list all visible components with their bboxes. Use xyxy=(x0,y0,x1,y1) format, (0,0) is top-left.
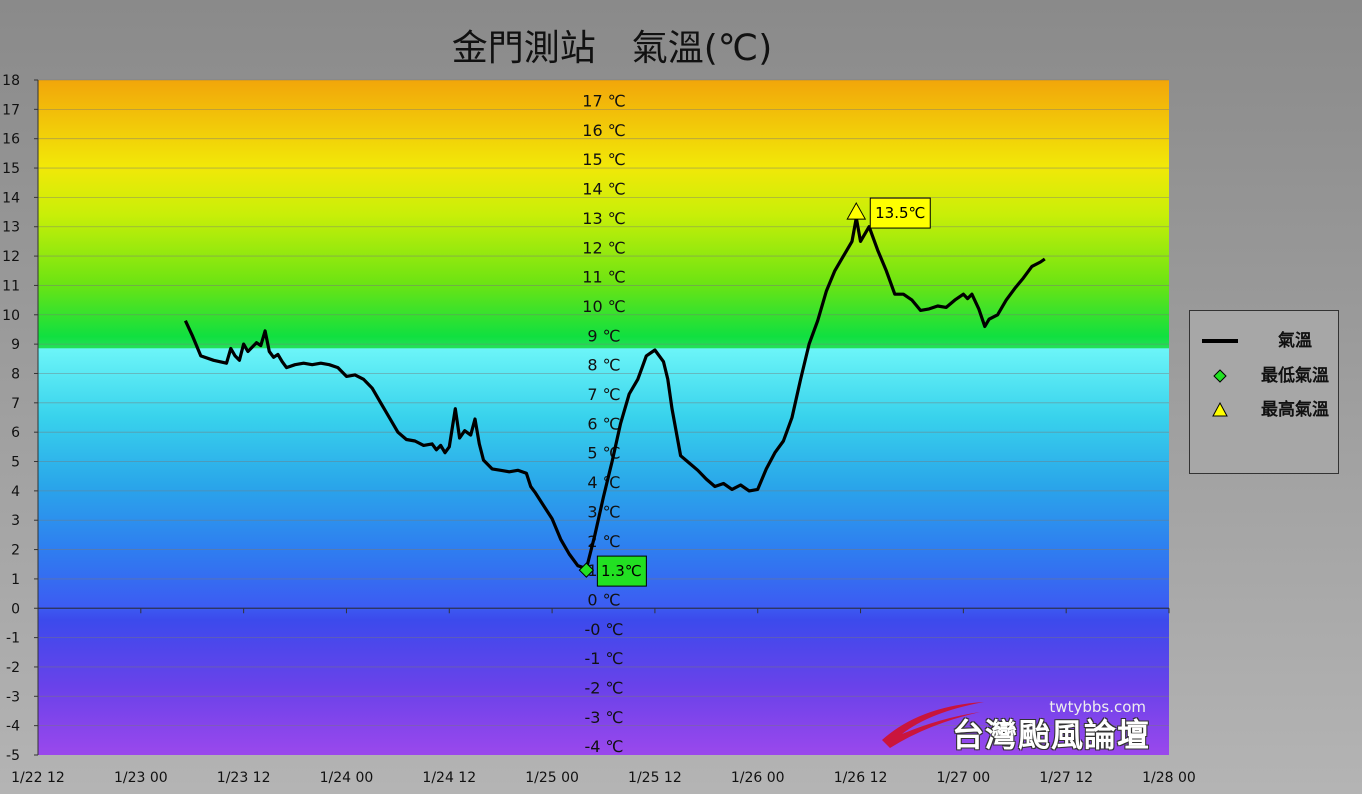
swoosh-logo xyxy=(882,702,984,748)
y-tick-label: 10 xyxy=(2,308,20,324)
y-tick-label: 2 xyxy=(11,543,20,559)
legend-label: 氣溫 xyxy=(1278,331,1312,351)
y-tick-label: 12 xyxy=(2,249,20,265)
y-tick-label: 15 xyxy=(2,161,20,177)
band-label: 11 ℃ xyxy=(582,268,625,287)
y-tick-label: 8 xyxy=(11,366,20,382)
watermark-name: 台灣颱風論壇 xyxy=(951,716,1150,754)
x-tick-label: 1/26 00 xyxy=(731,770,785,786)
band-label: -2 ℃ xyxy=(584,679,623,698)
legend-item-max-temp: 最高氣溫 xyxy=(1190,398,1340,422)
band-label: 6 ℃ xyxy=(587,414,620,433)
band-label: 4 ℃ xyxy=(587,473,620,492)
y-tick-label: 9 xyxy=(11,337,20,353)
x-tick-label: 1/23 12 xyxy=(217,770,271,786)
max-temp-marker xyxy=(846,202,867,220)
band-label: 16 ℃ xyxy=(582,121,625,140)
band-label: 15 ℃ xyxy=(582,150,625,169)
markers: 1.3℃ 13.5℃ xyxy=(578,197,931,587)
y-tick-label: 7 xyxy=(11,396,20,412)
band-label: 10 ℃ xyxy=(582,297,625,316)
legend-item-min-temp: 最低氣溫 xyxy=(1190,364,1340,388)
x-tick-label: 1/25 12 xyxy=(628,770,682,786)
min-temp-label: 1.3℃ xyxy=(601,562,642,580)
x-tick-label: 1/24 00 xyxy=(320,770,374,786)
band-label: 8 ℃ xyxy=(587,356,620,375)
plot-area xyxy=(38,80,1169,755)
x-axis: 1/22 12 1/23 00 1/23 12 1/24 00 1/24 12 1/25 … xyxy=(11,608,1196,786)
y-tick-label: -3 xyxy=(6,689,20,705)
y-tick-label: 17 xyxy=(2,102,20,118)
y-tick-label: 14 xyxy=(2,190,20,206)
y-tick-label: -2 xyxy=(6,660,20,676)
band-label: -4 ℃ xyxy=(584,737,623,756)
x-tick-label: 1/25 00 xyxy=(525,770,579,786)
chart-title: 金門測站 氣溫(℃) xyxy=(452,28,773,69)
y-tick-label: 16 xyxy=(2,132,20,148)
band-label: 7 ℃ xyxy=(587,385,620,404)
min-temp-marker xyxy=(578,562,595,578)
y-tick-label: 5 xyxy=(11,455,20,471)
y-tick-label: 4 xyxy=(11,484,20,500)
legend: 氣溫 最低氣溫 最高氣溫 xyxy=(1189,310,1339,474)
band-label: 14 ℃ xyxy=(582,180,625,199)
gridlines xyxy=(38,79,1169,727)
y-tick-label: 0 xyxy=(11,601,20,617)
y-tick-label: 11 xyxy=(2,278,20,294)
band-label: -1 ℃ xyxy=(584,649,623,668)
band-label: 17 ℃ xyxy=(582,92,625,111)
band-label: 12 ℃ xyxy=(582,238,625,257)
legend-label: 最低氣溫 xyxy=(1261,366,1329,386)
x-tick-label: 1/23 00 xyxy=(114,770,168,786)
legend-line-marker xyxy=(1202,339,1238,343)
watermark: twtybbs.com 台灣颱風論壇 xyxy=(880,698,1160,754)
band-label: 0 ℃ xyxy=(587,590,620,609)
y-tick-label: -5 xyxy=(6,748,20,764)
x-tick-label: 1/27 12 xyxy=(1039,770,1093,786)
x-tick-label: 1/24 12 xyxy=(422,770,476,786)
x-tick-label: 1/27 00 xyxy=(937,770,991,786)
legend-diamond-marker xyxy=(1213,369,1227,383)
legend-label: 最高氣溫 xyxy=(1261,400,1329,420)
x-tick-label: 1/28 00 xyxy=(1142,770,1196,786)
x-tick-label: 1/26 12 xyxy=(834,770,888,786)
max-temp-label-box xyxy=(869,197,931,229)
y-tick-label: 13 xyxy=(2,220,20,236)
band-label: 9 ℃ xyxy=(587,326,620,345)
watermark-url: twtybbs.com xyxy=(1049,698,1146,716)
band-label: 13 ℃ xyxy=(582,209,625,228)
legend-item-temperature: 氣溫 xyxy=(1190,329,1340,353)
band-labels: 17 ℃ 16 ℃ 15 ℃ 14 ℃ 13 ℃ 12 ℃ 11 ℃ 10 ℃ 9 ℃ 8 ℃ 7 … xyxy=(582,92,625,757)
min-temp-label-box xyxy=(596,555,647,587)
band-label: 3 ℃ xyxy=(587,502,620,521)
legend-triangle-marker xyxy=(1212,401,1228,417)
band-label: -3 ℃ xyxy=(584,708,623,727)
y-tick-label: 3 xyxy=(11,513,20,529)
band-label: -0 ℃ xyxy=(584,620,623,639)
max-temp-label: 13.5℃ xyxy=(875,204,925,222)
y-tick-label: 18 xyxy=(2,73,20,89)
x-tick-label: 1/22 12 xyxy=(11,770,65,786)
y-tick-label: 6 xyxy=(11,425,20,441)
y-tick-label: -4 xyxy=(6,719,20,735)
y-tick-label: 1 xyxy=(11,572,20,588)
y-tick-label: -1 xyxy=(6,631,20,647)
